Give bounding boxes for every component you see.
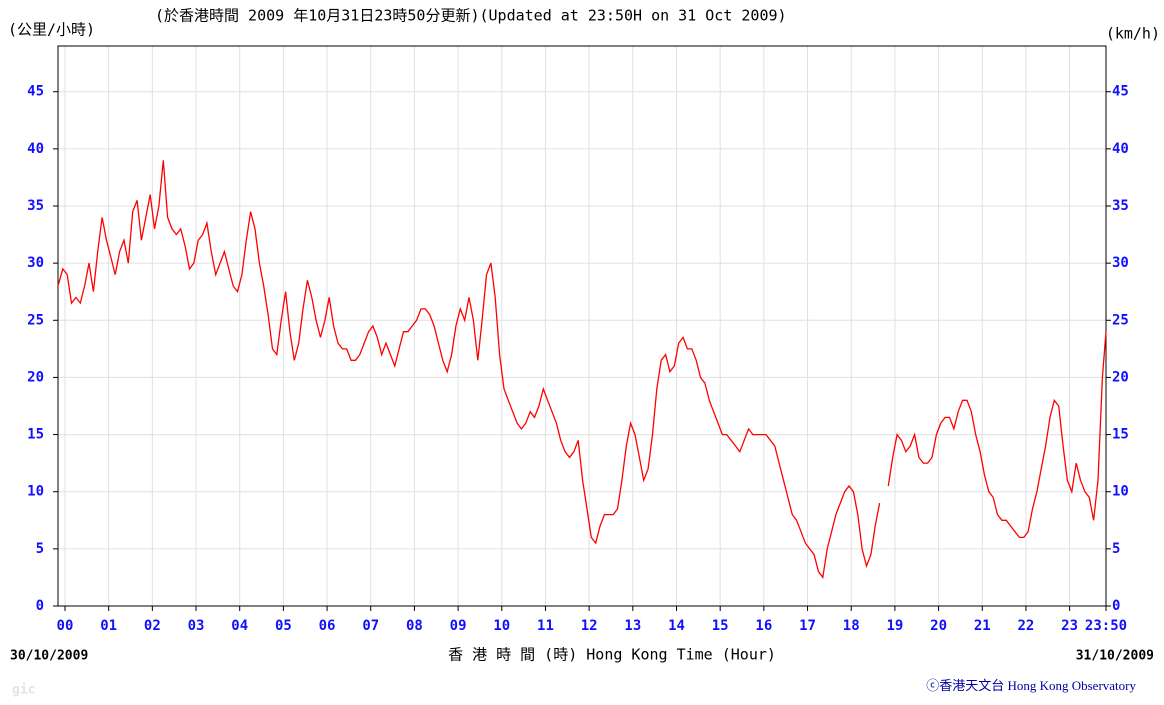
plot-frame <box>57 45 1107 607</box>
x-tick-label: 06 <box>319 618 336 634</box>
x-tick-label: 07 <box>362 618 379 634</box>
y-axis-label-right: (km/h) <box>1106 25 1160 43</box>
x-tick-label: 01 <box>100 618 117 634</box>
y2-tick-label: 35 <box>1112 198 1129 214</box>
x-tick-label: 10 <box>493 618 510 634</box>
x-tick-label: 16 <box>755 618 772 634</box>
x-tick-label: 09 <box>450 618 467 634</box>
x-tick-label: 11 <box>537 618 554 634</box>
y-tick-label: 5 <box>36 541 44 557</box>
y-tick-label: 40 <box>27 141 44 157</box>
y-tick-label: 35 <box>27 198 44 214</box>
y-tick-label: 30 <box>27 255 44 271</box>
x-tick-label: 04 <box>231 618 248 634</box>
x-tick-label: 23 <box>1061 618 1078 634</box>
credit: ⓒ香港天文台 Hong Kong Observatory <box>926 678 1136 693</box>
y2-tick-label: 45 <box>1112 84 1129 100</box>
y-axis-label-left: (公里/小時) <box>8 21 95 39</box>
y-tick-label: 45 <box>27 84 44 100</box>
y2-tick-label: 0 <box>1112 598 1120 614</box>
x-tick-label: 02 <box>144 618 161 634</box>
x-tick-label: 14 <box>668 618 685 634</box>
y2-tick-label: 30 <box>1112 255 1129 271</box>
start-date: 30/10/2009 <box>10 649 88 664</box>
x-tick-label: 17 <box>799 618 816 634</box>
y2-tick-label: 40 <box>1112 141 1129 157</box>
x-tick-label: 08 <box>406 618 423 634</box>
y2-tick-label: 10 <box>1112 484 1129 500</box>
x-tick-label: 15 <box>712 618 729 634</box>
y2-tick-label: 20 <box>1112 369 1129 385</box>
x-tick-label: 20 <box>930 618 947 634</box>
y2-tick-label: 25 <box>1112 312 1129 328</box>
x-tick-label: 23:50 <box>1085 618 1127 634</box>
x-tick-label: 19 <box>886 618 903 634</box>
x-tick-label: 13 <box>624 618 641 634</box>
x-tick-label: 03 <box>188 618 205 634</box>
y-tick-label: 0 <box>36 598 44 614</box>
chart-title: (於香港時間 2009 年10月31日23時50分更新)(Updated at … <box>155 7 787 25</box>
y-tick-label: 20 <box>27 369 44 385</box>
x-axis-label: 香 港 時 間 (時) Hong Kong Time (Hour) <box>448 646 776 664</box>
y-tick-label: 15 <box>27 427 44 443</box>
x-tick-label: 12 <box>581 618 598 634</box>
x-tick-label: 00 <box>57 618 74 634</box>
y2-tick-label: 15 <box>1112 427 1129 443</box>
corner-text: gic <box>12 683 35 698</box>
x-tick-label: 18 <box>843 618 860 634</box>
end-date: 31/10/2009 <box>1076 649 1154 664</box>
data-line <box>57 160 1107 580</box>
x-tick-label: 21 <box>974 618 991 634</box>
y-tick-label: 10 <box>27 484 44 500</box>
y2-tick-label: 5 <box>1112 541 1120 557</box>
y-tick-label: 25 <box>27 312 44 328</box>
x-tick-label: 05 <box>275 618 292 634</box>
x-tick-label: 22 <box>1018 618 1035 634</box>
